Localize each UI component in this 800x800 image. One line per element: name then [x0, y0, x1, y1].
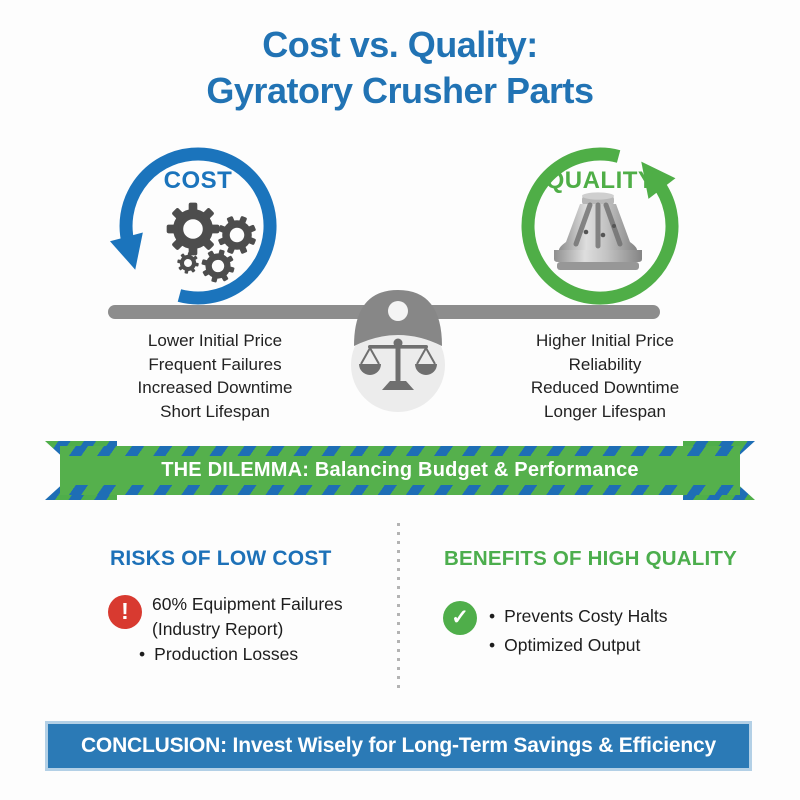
risks-stat-line-2: (Industry Report): [152, 619, 284, 639]
risks-heading: RISKS OF LOW COST: [110, 547, 332, 570]
cost-cycle-arrow-icon: [110, 147, 277, 305]
quality-items-list: Higher Initial Price Reliability Reduced…: [475, 329, 735, 423]
list-item: Longer Lifespan: [544, 401, 666, 421]
benefits-list: • Prevents Costy Halts • Optimized Outpu…: [489, 602, 729, 660]
balance-scale-icon: [351, 290, 445, 412]
list-item: Short Lifespan: [160, 401, 270, 421]
list-item: Lower Initial Price: [147, 331, 283, 350]
bullet-marker: •: [139, 644, 146, 664]
quality-label: QUALITY: [545, 167, 655, 194]
list-item: Reduced Downtime: [530, 378, 680, 397]
warning-icon: !: [108, 595, 142, 629]
title-line-2: Gyratory Crusher Parts: [206, 70, 594, 111]
bullet-marker: •: [489, 606, 496, 626]
cost-label: COST: [163, 167, 233, 194]
ribbon-text: THE DILEMMA: Balancing Budget & Performa…: [161, 459, 639, 481]
conclusion-text: CONCLUSION: Invest Wisely for Long-Term …: [80, 734, 717, 757]
bullet-marker: •: [489, 635, 496, 655]
page-title: Cost vs. Quality: Gyratory Crusher Parts: [0, 22, 800, 114]
list-item: Frequent Failures: [148, 354, 282, 374]
risks-bullet-text: Production Losses: [154, 644, 299, 664]
risks-bullet-row: • Production Losses: [139, 642, 387, 667]
list-item: Increased Downtime: [137, 378, 293, 397]
quality-cycle: [521, 147, 679, 305]
list-item: Reliability: [568, 354, 642, 374]
check-icon: ✓: [443, 601, 477, 635]
benefits-bullet-row: • Optimized Output: [489, 631, 729, 660]
title-line-1: Cost vs. Quality:: [262, 24, 538, 65]
conclusion-banner: CONCLUSION: Invest Wisely for Long-Term …: [45, 721, 752, 771]
crusher-part-icon: [554, 192, 642, 270]
ribbon-stripe-top: [60, 446, 740, 456]
quality-cycle-arrow-icon: [521, 147, 679, 305]
justice-scale-icon: [359, 338, 437, 390]
benefits-bullet-text: Prevents Costy Halts: [504, 606, 668, 626]
cost-items-list: Lower Initial Price Frequent Failures In…: [85, 329, 345, 423]
cost-cycle: [110, 147, 277, 305]
risks-text-block: 60% Equipment Failures (Industry Report)…: [139, 592, 387, 667]
section-divider: [397, 523, 400, 691]
list-item: Higher Initial Price: [536, 331, 674, 350]
risks-stat-line-1: 60% Equipment Failures: [152, 594, 343, 614]
dilemma-ribbon: THE DILEMMA: Balancing Budget & Performa…: [60, 446, 740, 495]
benefits-bullet-row: • Prevents Costy Halts: [489, 602, 729, 631]
benefits-heading: BENEFITS OF HIGH QUALITY: [444, 547, 737, 570]
benefits-bullet-text: Optimized Output: [504, 635, 641, 655]
ribbon-stripe-bottom: [60, 485, 740, 495]
